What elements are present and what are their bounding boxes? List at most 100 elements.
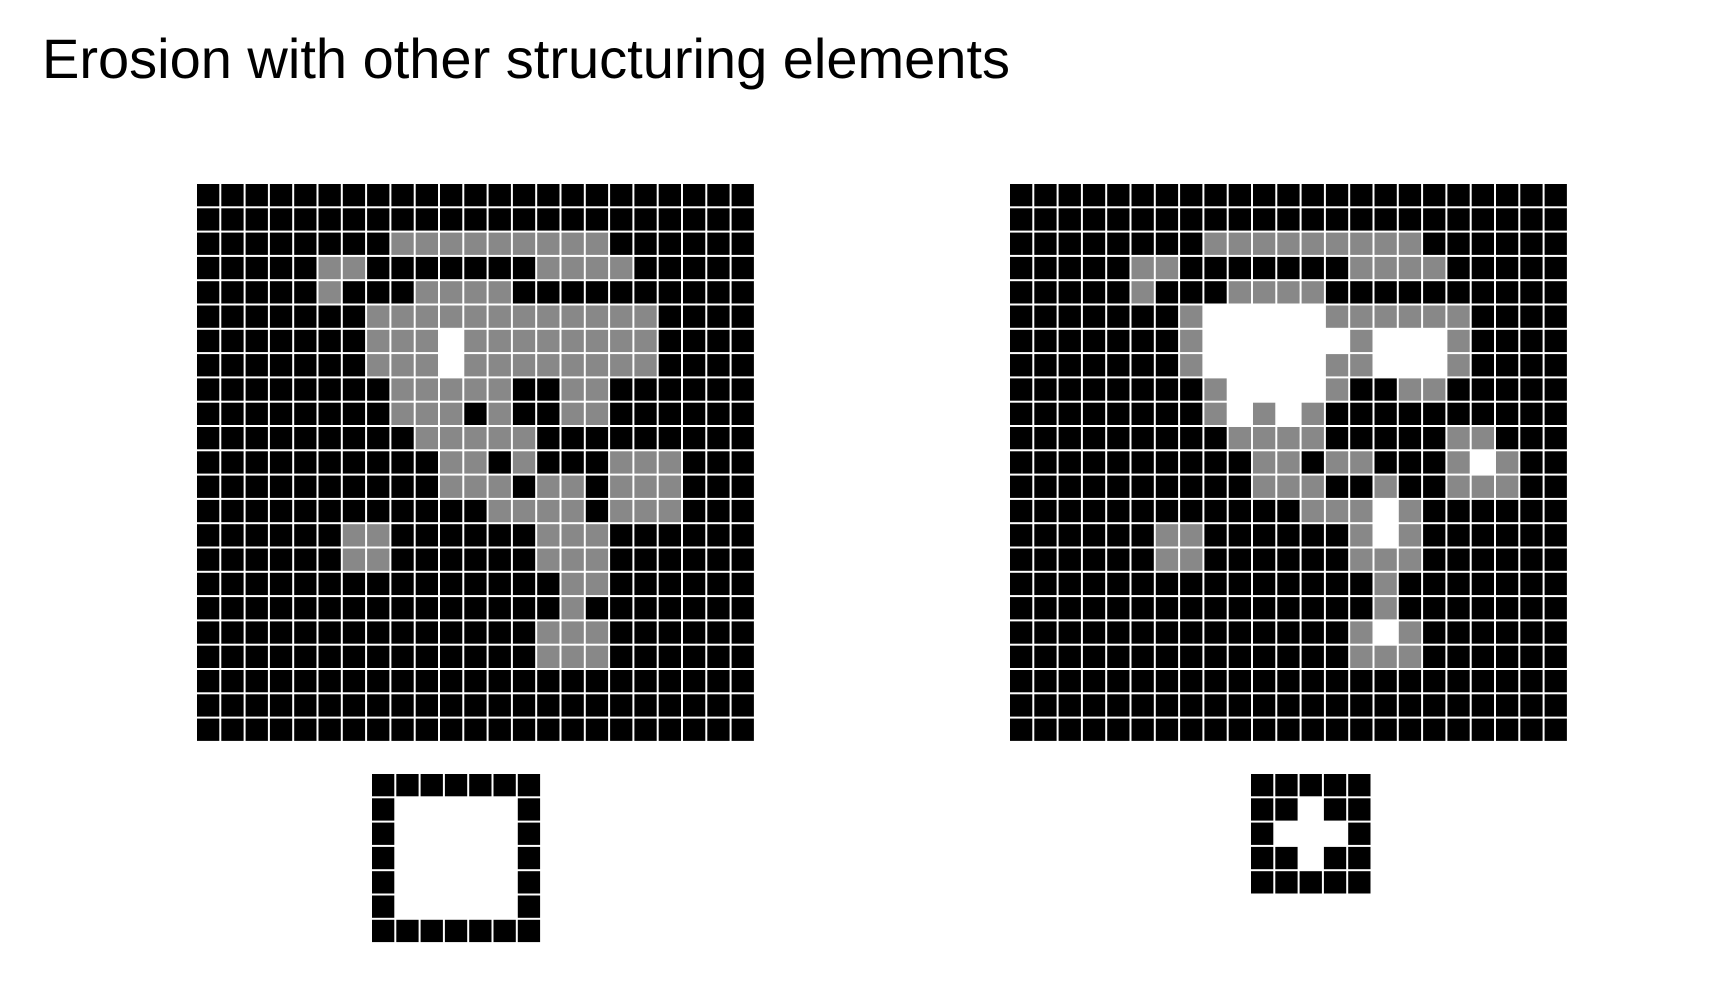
black-cell <box>1228 694 1251 717</box>
white-cell <box>1204 329 1227 353</box>
black-cell <box>1252 669 1276 693</box>
black-cell <box>391 281 414 304</box>
black-cell <box>1495 524 1519 547</box>
black-cell <box>439 499 463 523</box>
black-cell <box>371 773 395 797</box>
gray-cell <box>585 572 609 596</box>
black-cell <box>731 281 754 304</box>
gray-cell <box>512 354 536 377</box>
black-cell <box>1058 232 1081 255</box>
black-cell <box>221 354 244 377</box>
black-cell <box>1058 475 1081 498</box>
black-cell <box>221 378 244 401</box>
black-cell <box>1471 208 1494 231</box>
gray-cell <box>585 378 609 401</box>
black-cell <box>196 329 220 353</box>
black-cell <box>658 402 681 425</box>
white-cell <box>396 871 419 894</box>
gray-cell <box>561 232 584 255</box>
black-cell <box>1495 621 1519 644</box>
black-cell <box>1520 208 1543 231</box>
black-cell <box>391 475 414 498</box>
black-cell <box>1082 305 1106 328</box>
black-cell <box>512 208 536 231</box>
black-cell <box>1204 669 1227 693</box>
black-cell <box>1252 524 1276 547</box>
black-cell <box>420 919 443 943</box>
black-cell <box>1471 281 1494 304</box>
black-cell <box>1204 621 1227 644</box>
black-cell <box>342 208 366 231</box>
black-cell <box>1010 402 1033 425</box>
white-cell <box>469 822 492 845</box>
black-cell <box>1520 329 1543 353</box>
black-cell <box>682 451 706 474</box>
gray-cell <box>488 281 511 304</box>
black-cell <box>1252 621 1276 644</box>
black-cell <box>1034 499 1057 523</box>
black-cell <box>415 669 438 693</box>
black-cell <box>1107 378 1130 401</box>
gray-cell <box>1350 329 1373 353</box>
black-cell <box>464 548 487 571</box>
black-cell <box>493 919 516 943</box>
gray-cell <box>537 645 560 668</box>
black-cell <box>1034 451 1057 474</box>
black-cell <box>1228 718 1251 741</box>
black-cell <box>245 426 268 450</box>
white-cell <box>493 871 516 894</box>
white-cell <box>469 798 492 821</box>
black-cell <box>517 822 541 845</box>
black-cell <box>1520 524 1543 547</box>
black-cell <box>269 718 293 741</box>
black-cell <box>707 597 730 620</box>
black-cell <box>1155 354 1179 377</box>
gray-cell <box>391 402 414 425</box>
black-cell <box>221 548 244 571</box>
black-cell <box>1350 597 1373 620</box>
gray-cell <box>1447 305 1470 328</box>
black-cell <box>512 524 536 547</box>
gray-cell <box>439 305 463 328</box>
gray-cell <box>1325 232 1349 255</box>
white-cell <box>1471 451 1494 474</box>
black-cell <box>415 548 438 571</box>
black-cell <box>269 475 293 498</box>
black-cell <box>682 426 706 450</box>
black-cell <box>1155 208 1179 231</box>
black-cell <box>682 208 706 231</box>
black-cell <box>245 354 268 377</box>
black-cell <box>439 183 463 207</box>
gray-cell <box>561 378 584 401</box>
black-cell <box>634 426 657 450</box>
white-cell <box>420 798 443 821</box>
black-cell <box>1520 426 1543 450</box>
black-cell <box>517 919 541 943</box>
black-cell <box>1544 548 1567 571</box>
black-cell <box>537 426 560 450</box>
black-cell <box>658 256 681 280</box>
black-cell <box>439 256 463 280</box>
black-cell <box>444 919 468 943</box>
black-cell <box>221 305 244 328</box>
white-cell <box>1374 524 1397 547</box>
black-cell <box>1398 718 1422 741</box>
black-cell <box>318 426 341 450</box>
black-cell <box>1423 208 1446 231</box>
black-cell <box>707 232 730 255</box>
black-cell <box>634 402 657 425</box>
gray-cell <box>488 329 511 353</box>
black-cell <box>707 354 730 377</box>
black-cell <box>245 548 268 571</box>
gray-cell <box>1180 548 1203 571</box>
black-cell <box>1131 718 1154 741</box>
black-cell <box>585 426 609 450</box>
black-cell <box>1325 183 1349 207</box>
black-cell <box>707 669 730 693</box>
black-cell <box>634 718 657 741</box>
black-cell <box>731 718 754 741</box>
black-cell <box>1107 281 1130 304</box>
black-cell <box>391 499 414 523</box>
white-cell <box>1299 822 1322 845</box>
black-cell <box>1107 232 1130 255</box>
